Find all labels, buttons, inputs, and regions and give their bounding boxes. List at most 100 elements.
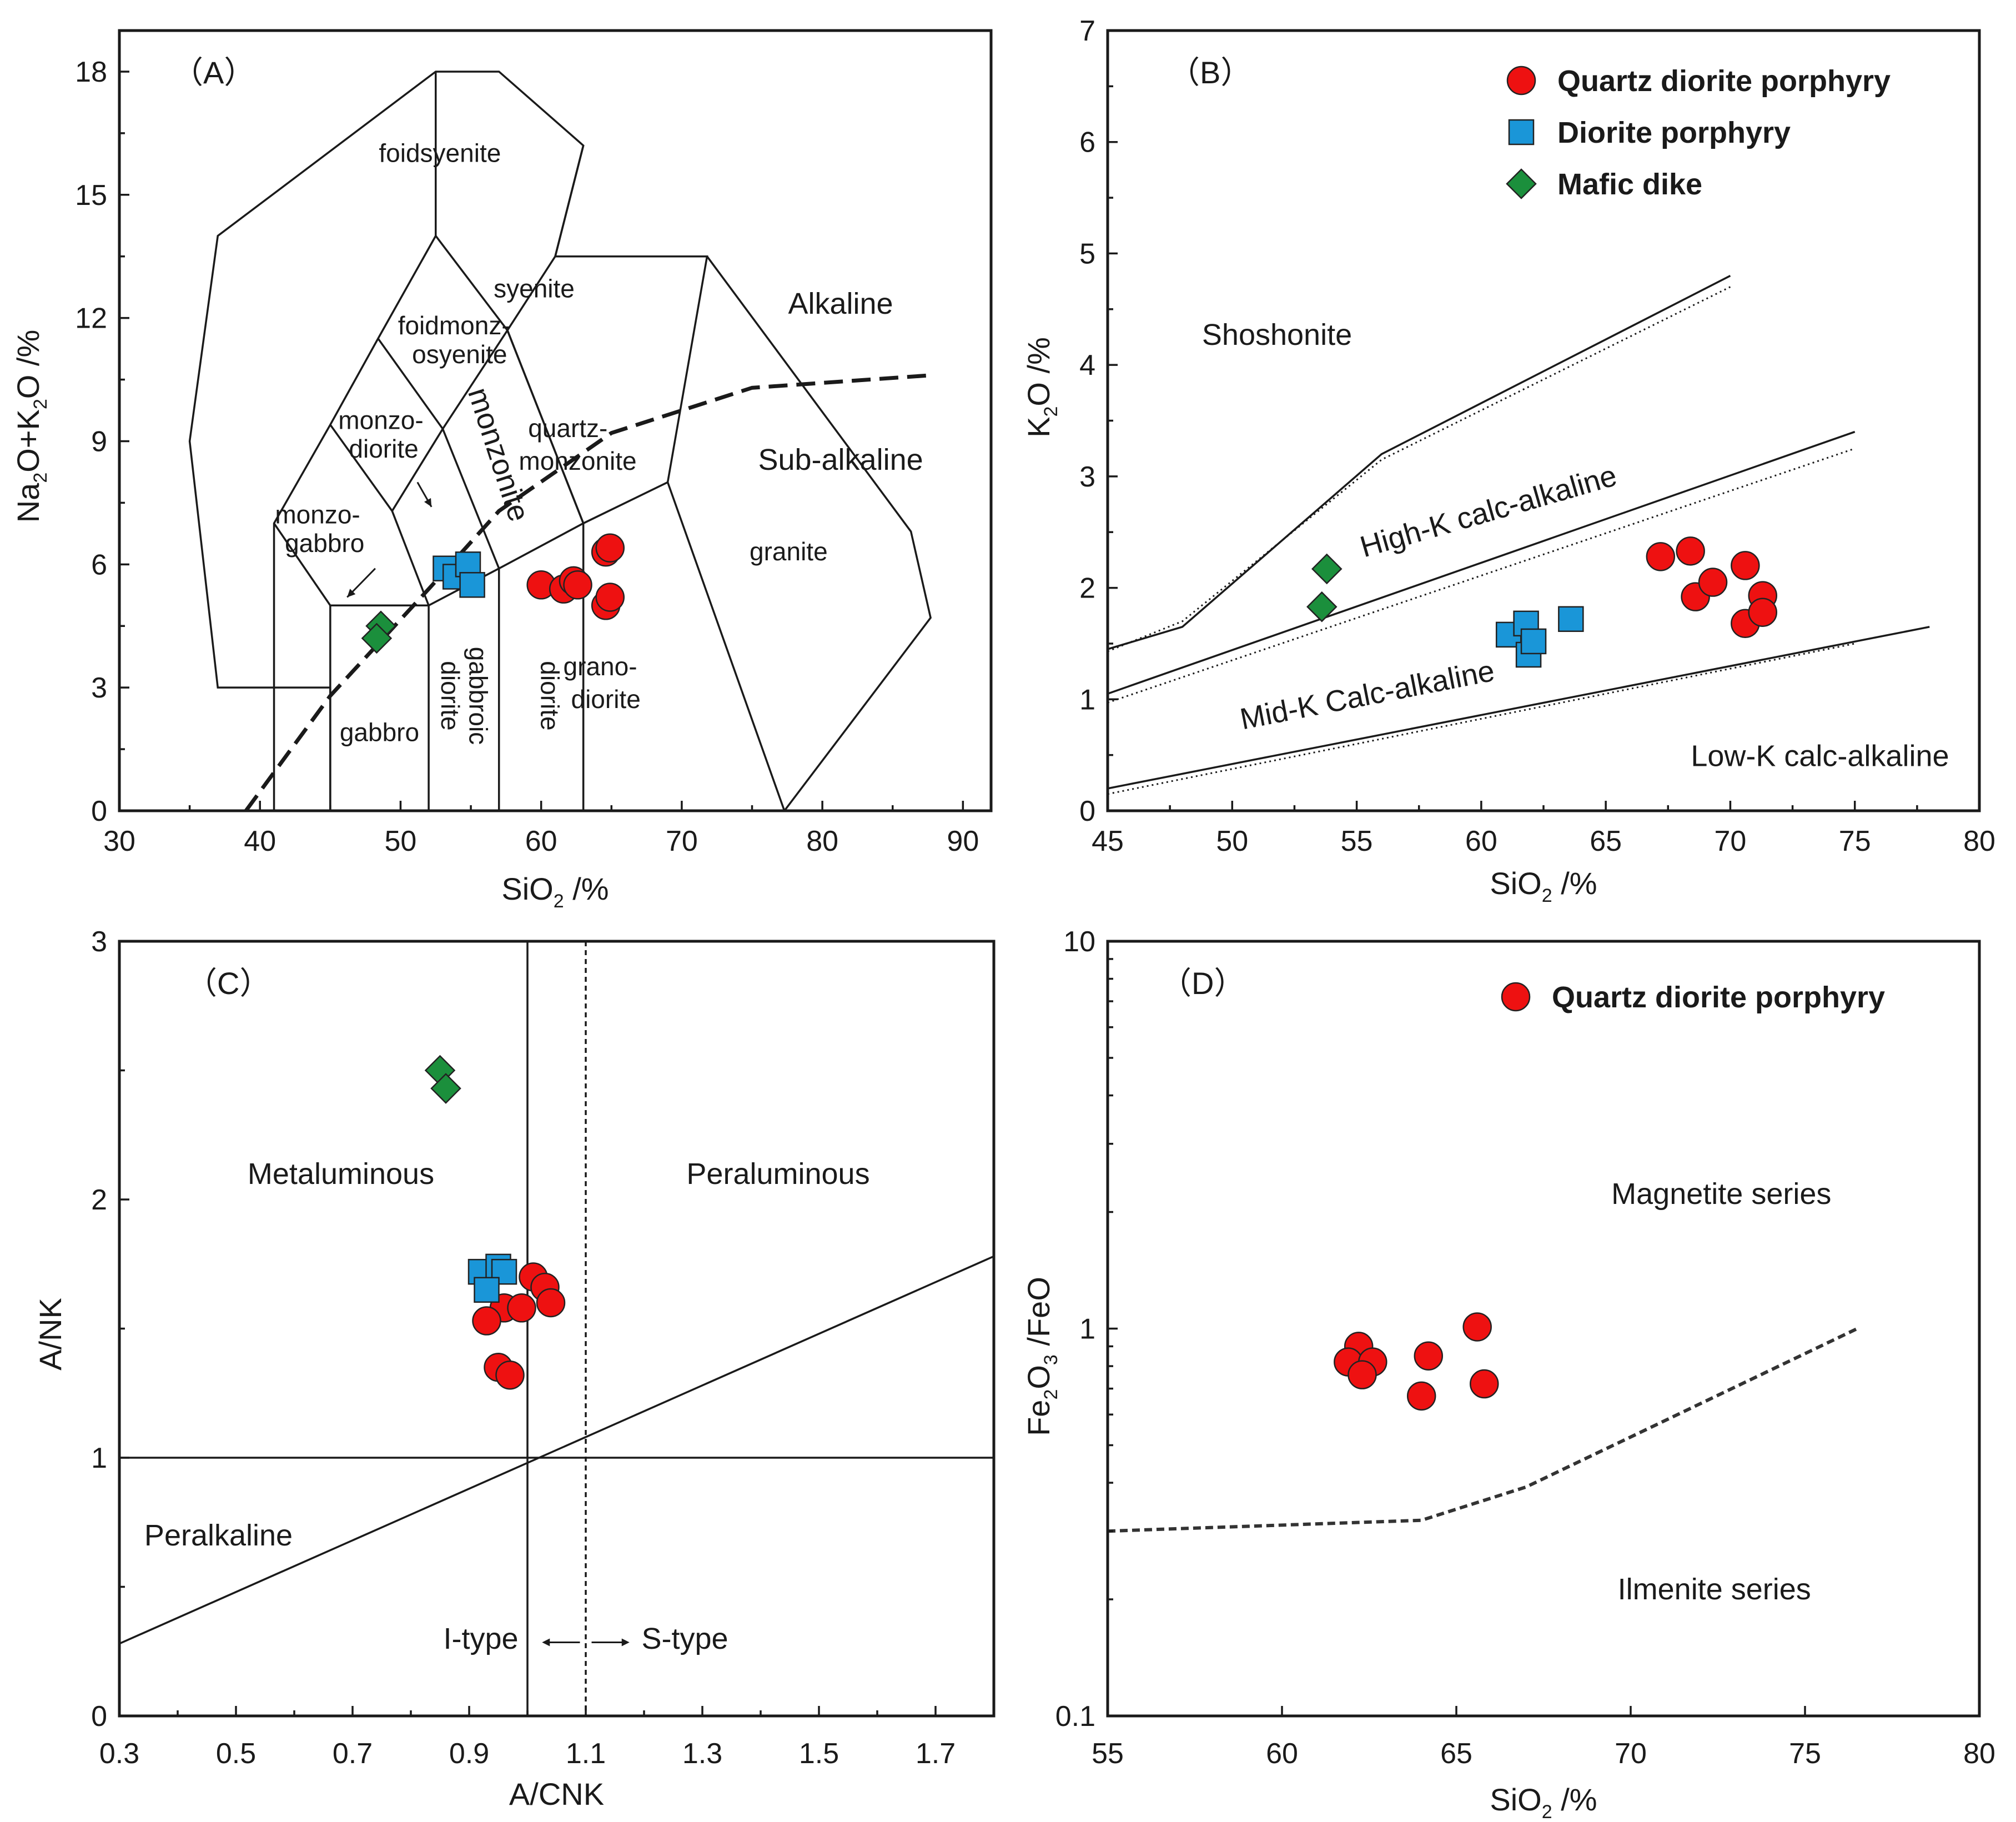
panel-b-k2o-silica-diagram: Shoshonite High-K calc-alkaline Mid-K Calc…: [1021, 15, 1995, 906]
square-marker: [474, 1277, 500, 1303]
plot-frame: [118, 29, 993, 812]
label-part: /%: [1552, 1782, 1597, 1817]
y-tick-label: 1: [91, 1442, 107, 1474]
legend-label: Quartz diorite porphyry: [1557, 64, 1891, 98]
circle-marker: [595, 583, 625, 612]
label-part: Na: [11, 483, 46, 523]
panel-label: （C）: [186, 966, 270, 1001]
y-tick-label: 1: [1079, 684, 1095, 716]
circle-marker: [1348, 1360, 1377, 1389]
y-tick-label: 0: [91, 795, 107, 827]
field-boundary: [391, 329, 509, 606]
y-tick-label: 0.1: [1055, 1700, 1095, 1733]
field-boundary: [377, 338, 444, 430]
label-part: /FeO: [1021, 1277, 1056, 1354]
field-boundary: [554, 145, 585, 257]
y-tick-label: 3: [91, 926, 107, 958]
field-label-rotated: diorite: [536, 661, 565, 730]
panel-label: （D）: [1160, 966, 1245, 1001]
field-label: diorite: [571, 685, 641, 714]
field-label: granite: [750, 537, 828, 566]
label-part: O /%: [11, 330, 46, 399]
circle-marker: [1414, 1341, 1444, 1371]
panel-label: （B）: [1169, 55, 1251, 90]
legend-marker: [1506, 66, 1536, 96]
field-label: Shoshonite: [1202, 318, 1352, 352]
field-label: quartz-: [528, 414, 607, 443]
x-tick-label: 50: [1216, 825, 1248, 857]
plot-frame: [118, 940, 996, 1718]
arrow-head: [621, 1638, 630, 1647]
y-tick-label: 2: [91, 1184, 107, 1216]
arrow-head: [542, 1638, 550, 1647]
y-axis-label: A/NK: [33, 1298, 68, 1371]
subscript: 2: [30, 399, 51, 409]
arrow-head: [424, 498, 432, 507]
subscript: 2: [1040, 406, 1062, 417]
series-mafic-dike: [361, 610, 396, 654]
x-axis-label: SiO2 /%: [501, 871, 609, 912]
field-boundary: [441, 428, 500, 569]
field-boundary: [706, 255, 932, 811]
k-series-boundary-dotted: [1107, 286, 1731, 652]
field-label: I-type: [443, 1622, 518, 1655]
series-quartz-diorite-porphyry: [472, 1262, 566, 1390]
legend: Quartz diorite porphyry Diorite porphyry M…: [1506, 64, 1891, 201]
field-label-rotated: gabbroic: [464, 647, 493, 745]
label-part: SiO: [501, 871, 553, 906]
circle-marker: [595, 533, 625, 563]
panel-a-tas-diagram: foidsyenite syenite Alkaline foidmonz-osyen…: [11, 29, 993, 912]
panel-d-fe-ratio-diagram: Magnetite series Ilmenite series 55 60 65 70 7…: [1021, 926, 1995, 1822]
legend-marker: [1506, 168, 1537, 199]
y-tick-label: 18: [75, 56, 107, 88]
x-tick-label: 60: [525, 825, 557, 857]
field-label: osyenite: [412, 340, 507, 369]
series-mafic-dike: [424, 1055, 461, 1104]
x-tick-label: 60: [1266, 1738, 1298, 1770]
x-tick-label: 65: [1590, 825, 1622, 857]
x-tick-label: 55: [1341, 825, 1373, 857]
label-part: /%: [1552, 866, 1597, 901]
field-label: monzo-: [275, 500, 360, 529]
circle-marker: [1469, 1369, 1499, 1399]
y-tick-label: 0: [1079, 795, 1095, 827]
k-series-boundary: [1107, 275, 1731, 650]
series-diorite-porphyry: [1495, 606, 1584, 668]
plot-frame: [1106, 940, 1981, 1718]
y-tick-label: 9: [91, 425, 107, 458]
field-label: foidmonz-: [398, 311, 510, 340]
y-tick-label: 0: [91, 1700, 107, 1733]
x-axis-label: A/CNK: [509, 1776, 604, 1811]
field-label: Metaluminous: [248, 1157, 434, 1191]
circle-marker: [1646, 542, 1676, 571]
field-label-rotated: diorite: [436, 661, 465, 730]
tas-fields: [188, 71, 932, 811]
x-tick-label: 60: [1465, 825, 1497, 857]
label-part: K: [1021, 417, 1056, 438]
circle-marker: [1406, 1381, 1436, 1411]
x-tick-label: 40: [244, 825, 276, 857]
y-tick-label: 7: [1079, 15, 1095, 47]
x-tick-label: 75: [1839, 825, 1871, 857]
field-label: Peraluminous: [686, 1157, 869, 1191]
x-tick-label: 0.5: [216, 1738, 256, 1770]
label-part: /%: [564, 871, 609, 906]
series-quartz-diorite-porphyry: [1646, 536, 1777, 639]
legend-marker: [1508, 119, 1535, 145]
series-quartz-diorite-porphyry: [1334, 1312, 1499, 1411]
legend-label: Mafic dike: [1557, 168, 1702, 201]
x-tick-label: 0.7: [333, 1738, 373, 1770]
y-tick-label: 12: [75, 303, 107, 335]
k-series-boundary-dotted: [1107, 448, 1856, 704]
field-label: High-K calc-alkaline: [1356, 459, 1620, 564]
y-tick-label: 3: [1079, 461, 1095, 493]
y-tick-label: 2: [1079, 573, 1095, 605]
x-tick-label: 45: [1092, 825, 1124, 857]
legend-label: Diorite porphyry: [1557, 116, 1791, 149]
field-label: Sub-alkaline: [758, 443, 923, 476]
field-label: Low-K calc-alkaline: [1691, 740, 1949, 773]
y-tick-label: 6: [91, 549, 107, 581]
panel-c-ank-acnk-diagram: Metaluminous Peraluminous Peralkaline I-typ…: [33, 926, 996, 1811]
k-series-boundary: [1107, 430, 1856, 695]
square-marker: [459, 572, 485, 598]
